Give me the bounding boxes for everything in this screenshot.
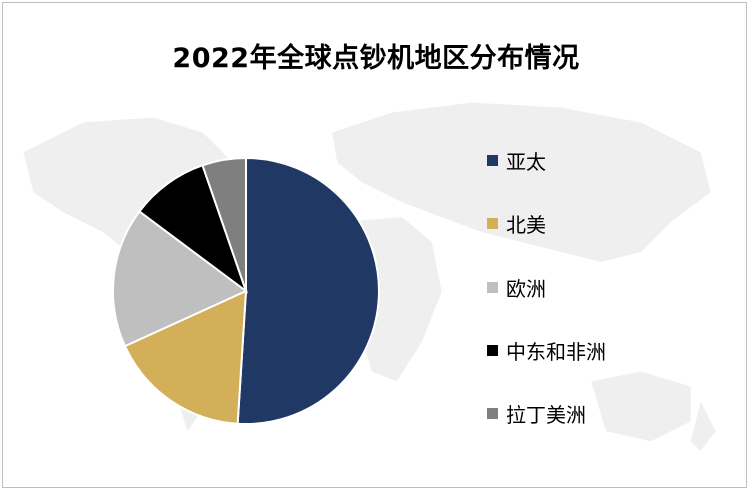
legend-swatch-icon — [487, 282, 498, 293]
legend-swatch-icon — [487, 408, 498, 419]
pie-slice-1 — [123, 289, 248, 425]
chart-title: 2022年全球点钞机地区分布情况 — [172, 43, 580, 74]
legend-swatch-icon — [487, 345, 498, 356]
legend-item-asia-pacific: 亚太 — [487, 146, 546, 175]
legend-item-north-america: 北美 — [487, 209, 546, 238]
legend-item-middle-east-africa: 中东和非洲 — [487, 336, 606, 365]
pie-slice-3 — [137, 164, 249, 294]
legend-label: 北美 — [506, 213, 546, 237]
legend-item-latin-america: 拉丁美洲 — [487, 399, 586, 428]
legend-item-europe: 欧洲 — [487, 273, 546, 302]
legend-swatch-icon — [487, 155, 498, 166]
legend-label: 中东和非洲 — [506, 340, 606, 364]
legend-label: 拉丁美洲 — [506, 403, 586, 427]
pie-slice-0 — [236, 156, 380, 425]
legend-label: 亚太 — [506, 150, 546, 174]
pie-slice-4 — [201, 156, 247, 292]
legend-label: 欧洲 — [506, 277, 546, 301]
pie-slice-2 — [112, 210, 248, 348]
legend-swatch-icon — [487, 218, 498, 229]
